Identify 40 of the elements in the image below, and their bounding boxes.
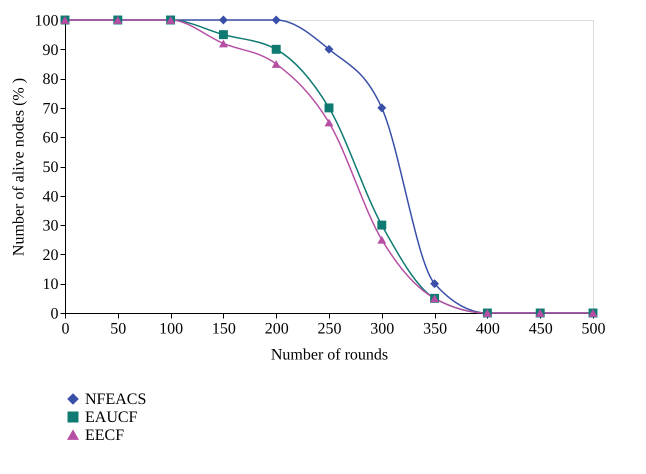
y-tick-label: 20 (42, 246, 58, 264)
x-tick-label: 300 (370, 320, 394, 338)
x-axis-title: Number of rounds (270, 346, 388, 364)
legend-label: EECF (85, 427, 124, 444)
y-tick-label: 90 (42, 42, 58, 59)
point (272, 60, 281, 68)
point (430, 279, 440, 288)
y-tick-label: 50 (42, 159, 58, 176)
y-tick-label: 80 (42, 71, 58, 88)
legend-label: NFEACS (85, 391, 146, 408)
point (324, 44, 334, 54)
point (377, 236, 386, 244)
point (218, 30, 228, 40)
y-tick-label: 10 (42, 276, 58, 294)
x-tick-label: 250 (318, 320, 342, 338)
y-tick-label: 40 (42, 188, 58, 206)
y-tick-label: 100 (34, 12, 58, 30)
x-tick-label: 150 (212, 320, 236, 338)
point (272, 16, 281, 24)
point (324, 103, 334, 112)
y-tick-label: 0 (50, 306, 58, 322)
x-tick-label: 50 (110, 320, 126, 338)
point (272, 44, 281, 54)
legend-label: EAUCF (85, 409, 138, 426)
x-tick-label: 350 (423, 320, 448, 338)
x-tick-label: 200 (264, 320, 289, 338)
y-tick-label: 70 (42, 100, 58, 118)
y-tick-label: 30 (42, 218, 58, 235)
x-tick-label: 100 (159, 320, 184, 338)
x-tick-label: 0 (62, 320, 70, 338)
x-tick-label: 400 (476, 320, 500, 338)
y-axis-title: Number of alive nodes (% ) (10, 78, 28, 256)
point (377, 103, 386, 112)
point (377, 220, 386, 230)
x-tick-label: 500 (582, 320, 606, 338)
x-tick-label: 450 (528, 320, 553, 338)
point (218, 16, 228, 24)
point (324, 118, 334, 126)
point (218, 40, 228, 48)
y-tick-label: 60 (42, 130, 58, 147)
